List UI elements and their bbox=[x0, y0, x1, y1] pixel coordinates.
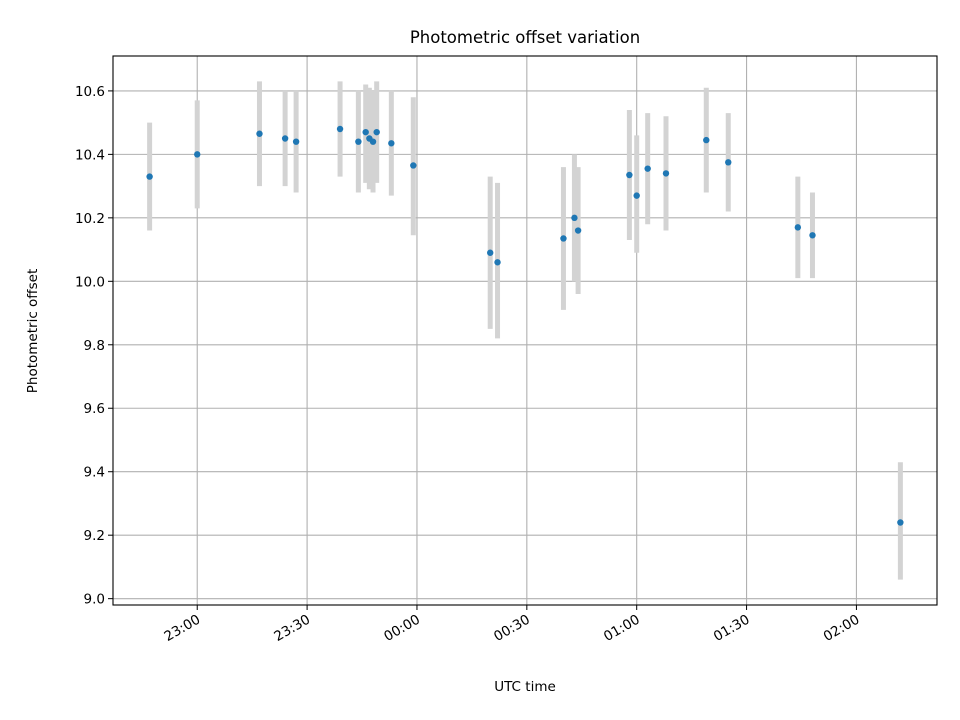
data-point bbox=[336, 125, 344, 133]
data-point bbox=[146, 173, 153, 180]
y-tick-label: 10.4 bbox=[75, 147, 105, 163]
plot-frame bbox=[112, 55, 938, 606]
data-point bbox=[633, 192, 640, 199]
data-point bbox=[355, 138, 362, 145]
data-point bbox=[494, 259, 501, 266]
data-point bbox=[725, 159, 732, 166]
data-point bbox=[362, 128, 369, 136]
y-tick-label: 10.0 bbox=[75, 274, 105, 290]
data-point bbox=[256, 130, 263, 137]
y-tick-label: 9.4 bbox=[84, 465, 105, 481]
y-tick-label: 9.6 bbox=[84, 401, 105, 417]
data-point bbox=[373, 128, 380, 136]
y-axis-label: Photometric offset bbox=[25, 269, 41, 393]
data-point bbox=[292, 138, 300, 145]
data-point bbox=[794, 224, 802, 231]
chart-title: Photometric offset variation bbox=[410, 28, 640, 47]
data-point bbox=[487, 249, 494, 256]
y-tick-label: 9.2 bbox=[84, 528, 105, 544]
point-layer bbox=[146, 125, 904, 526]
data-point bbox=[410, 162, 417, 169]
y-tick-label: 9.0 bbox=[84, 592, 105, 608]
y-tick-label: 9.8 bbox=[84, 338, 105, 354]
data-point bbox=[574, 227, 582, 234]
data-point bbox=[809, 232, 816, 239]
data-point bbox=[703, 136, 710, 144]
data-point bbox=[897, 519, 904, 526]
data-point bbox=[571, 214, 578, 222]
data-point bbox=[369, 138, 377, 145]
y-tick-label: 10.6 bbox=[75, 84, 105, 100]
x-axis-label: UTC time bbox=[494, 679, 556, 695]
y-axis-ticks: 9.0 9.2 9.4 9.6 9.8 10.0 10.2 10.4 10.6 bbox=[75, 84, 113, 608]
data-point bbox=[388, 140, 395, 147]
y-tick-label: 10.2 bbox=[75, 211, 105, 227]
data-point bbox=[644, 165, 651, 172]
data-point bbox=[626, 171, 633, 179]
data-point bbox=[560, 235, 567, 242]
data-point bbox=[662, 170, 670, 177]
x-axis-ticks: 23:00 23:30 00:00 00:30 01:00 01:30 02:00 bbox=[162, 605, 862, 645]
data-point bbox=[194, 151, 201, 158]
data-point bbox=[281, 135, 289, 142]
